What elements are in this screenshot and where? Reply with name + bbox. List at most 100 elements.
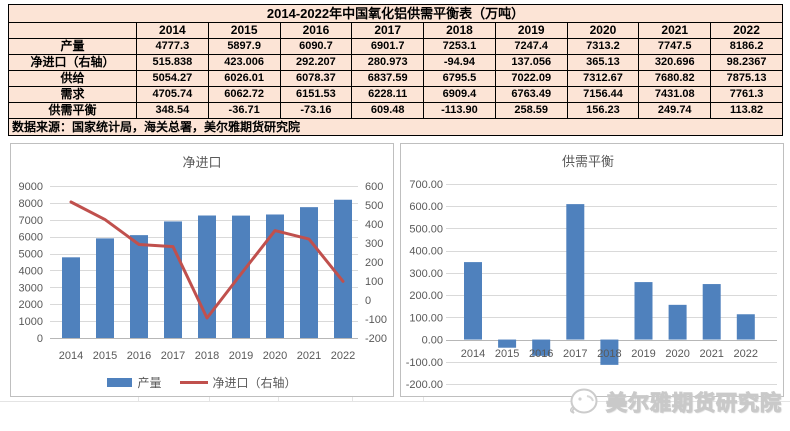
table-cell[interactable]: 113.82 bbox=[710, 102, 783, 119]
year-header[interactable]: 2021 bbox=[638, 22, 712, 39]
table-cell[interactable]: 7022.09 bbox=[494, 70, 568, 87]
table-cell[interactable]: 292.207 bbox=[279, 54, 353, 71]
table-cell[interactable]: 6909.4 bbox=[423, 86, 496, 103]
row-label[interactable]: 供给 bbox=[8, 70, 137, 87]
worksheet-gridline bbox=[209, 397, 210, 402]
table-corner-cell[interactable] bbox=[8, 22, 137, 39]
row-label[interactable]: 产量 bbox=[8, 38, 137, 55]
supply-demand-balance-table: 2014-2022年中国氧化铝供需平衡表（万吨） 2014 2015 2016 201… bbox=[8, 4, 783, 136]
x-axis-labels: 2014 2015 2016 2017 2018 2019 2020 2021 2022 bbox=[59, 350, 355, 362]
row-label[interactable]: 需求 bbox=[8, 86, 137, 103]
bar bbox=[232, 215, 250, 338]
table-cell[interactable]: 320.696 bbox=[638, 54, 712, 71]
table-cell[interactable]: 156.23 bbox=[566, 102, 640, 119]
table-cell[interactable]: 609.48 bbox=[351, 102, 425, 119]
table-cell[interactable]: -73.16 bbox=[279, 102, 353, 119]
table-row: 供给 5054.27 6026.01 6078.37 6837.59 6795.5 7022… bbox=[8, 70, 783, 87]
table-cell[interactable]: 7431.08 bbox=[638, 86, 712, 103]
table-cell[interactable]: 7253.1 bbox=[423, 38, 496, 55]
svg-text:2020: 2020 bbox=[263, 350, 287, 362]
svg-text:2020: 2020 bbox=[665, 348, 689, 360]
bar bbox=[532, 339, 551, 356]
table-cell[interactable]: 7875.13 bbox=[710, 70, 783, 87]
svg-text:4000: 4000 bbox=[19, 265, 43, 277]
x-axis-labels: 2014 2015 2016 2017 2018 2019 2020 2021 2022 bbox=[461, 348, 758, 360]
year-header[interactable]: 2017 bbox=[351, 22, 425, 39]
table-cell[interactable]: 7761.3 bbox=[710, 86, 783, 103]
year-header[interactable]: 2020 bbox=[566, 22, 640, 39]
table-cell[interactable]: 258.59 bbox=[494, 102, 568, 119]
bar-series bbox=[464, 204, 755, 365]
svg-text:0: 0 bbox=[365, 295, 371, 307]
chart-title: 净进口 bbox=[182, 155, 221, 170]
table-cell[interactable]: 423.006 bbox=[207, 54, 281, 71]
table-cell[interactable]: -94.94 bbox=[423, 54, 496, 71]
year-header[interactable]: 2018 bbox=[423, 22, 496, 39]
table-cell[interactable]: 280.973 bbox=[351, 54, 425, 71]
table-cell[interactable]: 5897.9 bbox=[207, 38, 281, 55]
table-cell[interactable]: 7156.44 bbox=[566, 86, 640, 103]
worksheet-gridline bbox=[423, 397, 424, 402]
table-cell[interactable]: 6151.53 bbox=[279, 86, 353, 103]
year-header[interactable]: 2019 bbox=[494, 22, 568, 39]
table-cell[interactable]: 7680.82 bbox=[638, 70, 712, 87]
legend-label: 净进口（右轴） bbox=[212, 376, 297, 390]
bar bbox=[566, 204, 585, 340]
year-header[interactable]: 2016 bbox=[279, 22, 353, 39]
table-cell[interactable]: 6228.11 bbox=[351, 86, 425, 103]
worksheet-gridline bbox=[278, 397, 279, 402]
table-cell[interactable]: 137.056 bbox=[494, 54, 568, 71]
year-header[interactable]: 2014 bbox=[136, 22, 209, 39]
table-cell[interactable]: 7747.5 bbox=[638, 38, 712, 55]
svg-text:700.00: 700.00 bbox=[409, 179, 443, 191]
table-cell[interactable]: 6078.37 bbox=[279, 70, 353, 87]
gridlines bbox=[446, 184, 777, 385]
svg-text:3000: 3000 bbox=[19, 282, 43, 294]
left-axis-labels: -200.00 -100.00 0.00 100.00 200.00 300.00 400.… bbox=[406, 179, 443, 391]
table-cell[interactable]: -113.90 bbox=[423, 102, 496, 119]
svg-text:2021: 2021 bbox=[297, 350, 321, 362]
svg-text:600: 600 bbox=[365, 181, 383, 193]
bar bbox=[334, 199, 352, 338]
table-cell[interactable]: 6837.59 bbox=[351, 70, 425, 87]
table-cell[interactable]: 6090.7 bbox=[279, 38, 353, 55]
table-cell[interactable]: 7247.4 bbox=[494, 38, 568, 55]
table-cell[interactable]: 6026.01 bbox=[207, 70, 281, 87]
year-header[interactable]: 2022 bbox=[710, 22, 783, 39]
svg-text:2022: 2022 bbox=[331, 350, 355, 362]
data-source[interactable]: 数据来源：国家统计局，海关总署，美尔雅期货研究院 bbox=[8, 118, 783, 136]
row-label[interactable]: 供需平衡 bbox=[8, 102, 137, 119]
svg-text:300: 300 bbox=[365, 238, 383, 250]
table-cell[interactable]: 365.13 bbox=[566, 54, 640, 71]
legend-item: 净进口（右轴） bbox=[179, 374, 297, 391]
chart-net-imports[interactable]: 净进口 0 1000 2000 3000 4000 5000 6000 7000 8000 9000… bbox=[10, 143, 394, 397]
svg-text:2017: 2017 bbox=[563, 348, 587, 360]
table-cell[interactable]: 7312.67 bbox=[566, 70, 640, 87]
table-cell[interactable]: 249.74 bbox=[638, 102, 712, 119]
table-cell[interactable]: 348.54 bbox=[136, 102, 209, 119]
table-cell[interactable]: 515.838 bbox=[136, 54, 209, 71]
svg-text:-100.00: -100.00 bbox=[406, 357, 443, 369]
table-cell[interactable]: 6901.7 bbox=[351, 38, 425, 55]
row-label[interactable]: 净进口（右轴） bbox=[8, 54, 137, 71]
table-cell[interactable]: 7313.2 bbox=[566, 38, 640, 55]
bar bbox=[498, 339, 517, 348]
year-header[interactable]: 2015 bbox=[207, 22, 281, 39]
chart-supply-demand-balance[interactable]: 供需平衡 -200.00 -100.00 0.00 100.00 200.00 300.00… bbox=[400, 143, 784, 397]
table-title[interactable]: 2014-2022年中国氧化铝供需平衡表（万吨） bbox=[8, 4, 783, 23]
brand-watermark-text: 美尔雅期货研究院 bbox=[606, 392, 782, 416]
legend-item: 产量 bbox=[107, 374, 162, 391]
table-cell[interactable]: 6062.72 bbox=[207, 86, 281, 103]
svg-text:-100: -100 bbox=[365, 314, 387, 326]
table-cell[interactable]: 6763.49 bbox=[494, 86, 568, 103]
table-cell[interactable]: 4777.3 bbox=[136, 38, 209, 55]
table-cell[interactable]: 98.2367 bbox=[710, 54, 783, 71]
table-cell[interactable]: 6795.5 bbox=[423, 70, 496, 87]
table-row: 净进口（右轴） 515.838 423.006 292.207 280.973 -94.9… bbox=[8, 54, 783, 71]
table-cell[interactable]: 5054.27 bbox=[136, 70, 209, 87]
table-cell[interactable]: -36.71 bbox=[207, 102, 281, 119]
table-cell[interactable]: 8186.2 bbox=[710, 38, 783, 55]
table-cell[interactable]: 4705.74 bbox=[136, 86, 209, 103]
svg-text:400.00: 400.00 bbox=[409, 246, 443, 258]
chart-legend: 产量 净进口（右轴） bbox=[11, 374, 393, 391]
